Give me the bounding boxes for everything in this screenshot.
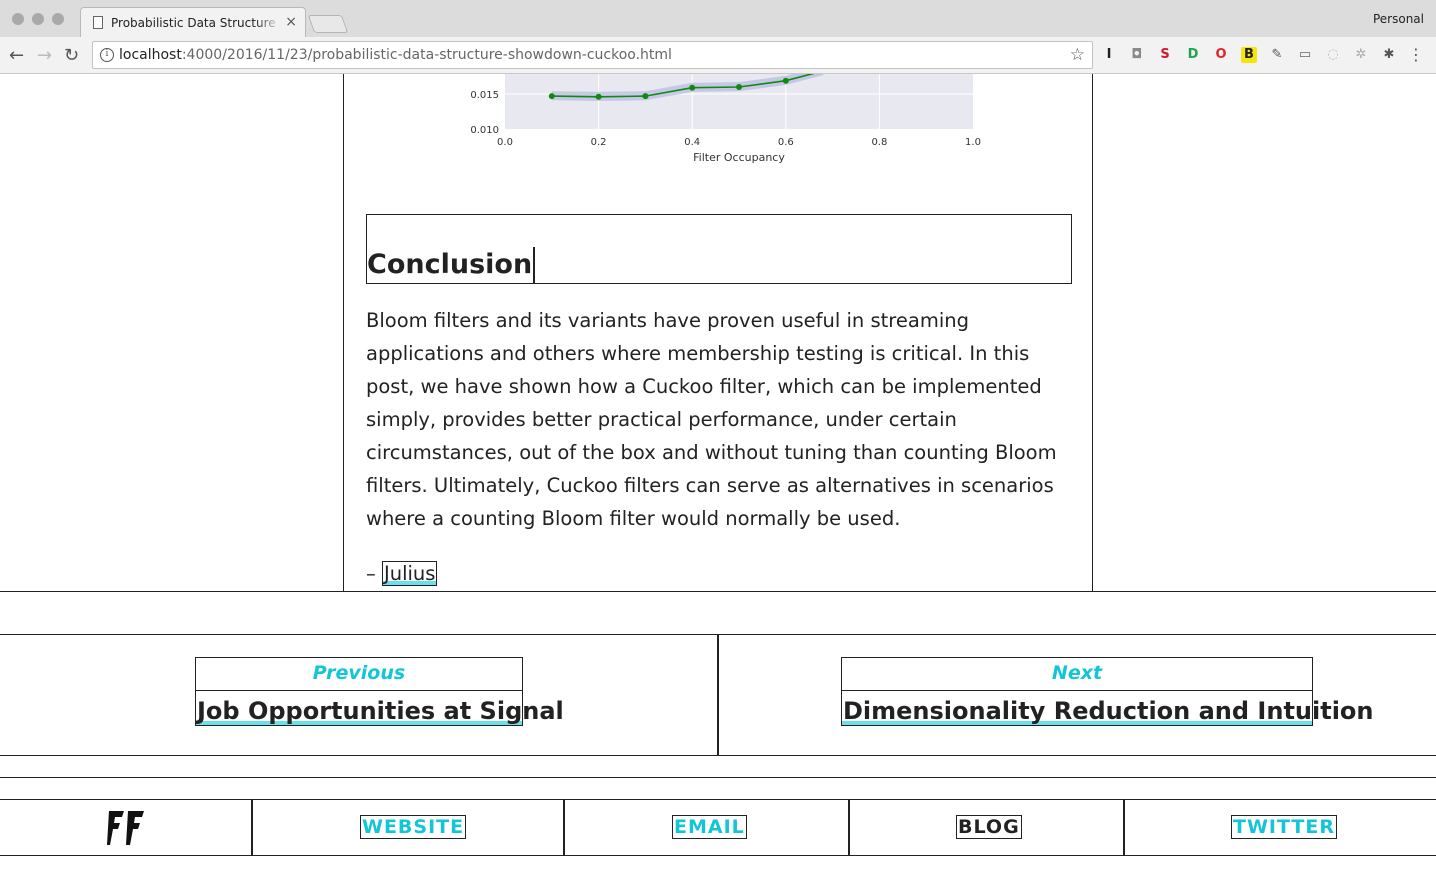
x-tick-label: 0.4: [684, 137, 700, 148]
y-tick-label: 0.015: [470, 90, 499, 101]
page-viewport: 0.015 0.010 0.0 0.2 0.4 0.6 0.8 1.0 Filter Occup…: [0, 74, 1436, 877]
bookmark-star-icon[interactable]: ☆: [1069, 45, 1085, 65]
reload-icon[interactable]: ↻: [64, 45, 80, 66]
next-post-card[interactable]: Next Dimensionality Reduction and Intuit…: [841, 657, 1374, 726]
data-point: [642, 93, 649, 100]
y-tick-label: 0.010: [470, 125, 499, 136]
footer-logo-cell: [0, 800, 253, 855]
browser-tab[interactable]: Probabilistic Data Structure Showdown: C…: [80, 7, 306, 37]
tab-title: Probabilistic Data Structure Showdown: C…: [111, 16, 281, 30]
x-tick-label: 0.2: [591, 137, 607, 148]
x-tick-label: 0.8: [871, 137, 887, 148]
x-tick-label: 0.0: [497, 137, 513, 148]
next-label: Next: [842, 658, 1312, 691]
x-tick-label: 0.6: [778, 137, 794, 148]
x-axis-label: Filter Occupancy: [693, 151, 785, 164]
circle-extension-icon[interactable]: ◌: [1327, 47, 1339, 62]
confidence-band: [551, 74, 824, 101]
x-tick-label: 1.0: [965, 137, 981, 148]
post-pager: Previous Job Opportunities at Signal Nex…: [0, 634, 1436, 756]
profile-label[interactable]: Personal: [1372, 12, 1424, 26]
close-tab-icon[interactable]: ×: [285, 14, 297, 30]
new-tab-button[interactable]: [307, 15, 349, 33]
data-point: [782, 77, 789, 84]
document-icon: [93, 16, 103, 29]
previous-post-card[interactable]: Previous Job Opportunities at Signal: [195, 657, 564, 726]
s-extension-icon[interactable]: S: [1160, 47, 1170, 62]
footer-top-rule: [0, 777, 1436, 778]
signoff: – Julius: [366, 561, 438, 587]
b-extension-icon[interactable]: B: [1241, 47, 1257, 63]
opera-icon[interactable]: O: [1215, 47, 1227, 62]
signoff-dash: –: [366, 562, 382, 585]
author-link[interactable]: Julius: [381, 561, 438, 586]
browser-menu-icon[interactable]: ⋮: [1408, 45, 1424, 64]
camera-icon[interactable]: ◘: [1131, 47, 1143, 62]
instapaper-icon[interactable]: I: [1106, 47, 1112, 62]
gear-extension-icon[interactable]: ✲: [1355, 47, 1367, 62]
close-window-button[interactable]: [12, 13, 24, 25]
blog-link[interactable]: BLOG: [956, 815, 1022, 839]
conclusion-heading-box: Conclusion: [366, 214, 1072, 284]
previous-post-title[interactable]: Job Opportunities at Signal: [197, 697, 564, 725]
forward-icon[interactable]: →: [37, 45, 53, 66]
footer-website-cell: WEBSITE: [253, 800, 565, 855]
back-icon[interactable]: ←: [9, 45, 25, 66]
zoom-window-button[interactable]: [52, 13, 64, 25]
minimize-window-button[interactable]: [32, 13, 44, 25]
footer-blog-cell: BLOG: [850, 800, 1125, 855]
site-footer: WEBSITE EMAIL BLOG TWITTER: [0, 799, 1436, 856]
conclusion-heading: Conclusion: [367, 247, 536, 283]
browser-tab-bar: Probabilistic Data Structure Showdown: C…: [0, 0, 1436, 37]
previous-label: Previous: [196, 658, 522, 691]
eyedropper-icon[interactable]: ✎: [1271, 47, 1283, 62]
article-column: 0.015 0.010 0.0 0.2 0.4 0.6 0.8 1.0 Filter Occup…: [343, 74, 1093, 591]
next-post-title[interactable]: Dimensionality Reduction and Intuition: [843, 697, 1374, 725]
cast-icon[interactable]: ▭: [1298, 47, 1312, 62]
url-text[interactable]: localhost:4000/2016/11/23/probabilistic-…: [119, 47, 672, 63]
footer-twitter-cell: TWITTER: [1125, 800, 1436, 855]
conclusion-paragraph: Bloom filters and its variants have prov…: [366, 309, 1057, 530]
twitter-link[interactable]: TWITTER: [1231, 815, 1337, 839]
bug-icon[interactable]: ✱: [1383, 47, 1395, 62]
info-icon[interactable]: i: [100, 48, 114, 62]
pager-divider: [717, 635, 719, 756]
article-bottom-rule: [0, 591, 1436, 592]
ff-logo-icon[interactable]: [107, 811, 145, 845]
data-point: [548, 93, 555, 100]
email-link[interactable]: EMAIL: [672, 815, 747, 839]
data-point: [689, 84, 696, 91]
browser-toolbar: ← → ↻ i localhost:4000/2016/11/23/probab…: [0, 37, 1436, 74]
data-point: [595, 93, 602, 100]
data-point: [736, 84, 742, 90]
d-extension-icon[interactable]: D: [1187, 47, 1199, 62]
website-link[interactable]: WEBSITE: [360, 815, 467, 839]
address-bar[interactable]: i localhost:4000/2016/11/23/probabilisti…: [92, 41, 1093, 69]
footer-email-cell: EMAIL: [565, 800, 850, 855]
